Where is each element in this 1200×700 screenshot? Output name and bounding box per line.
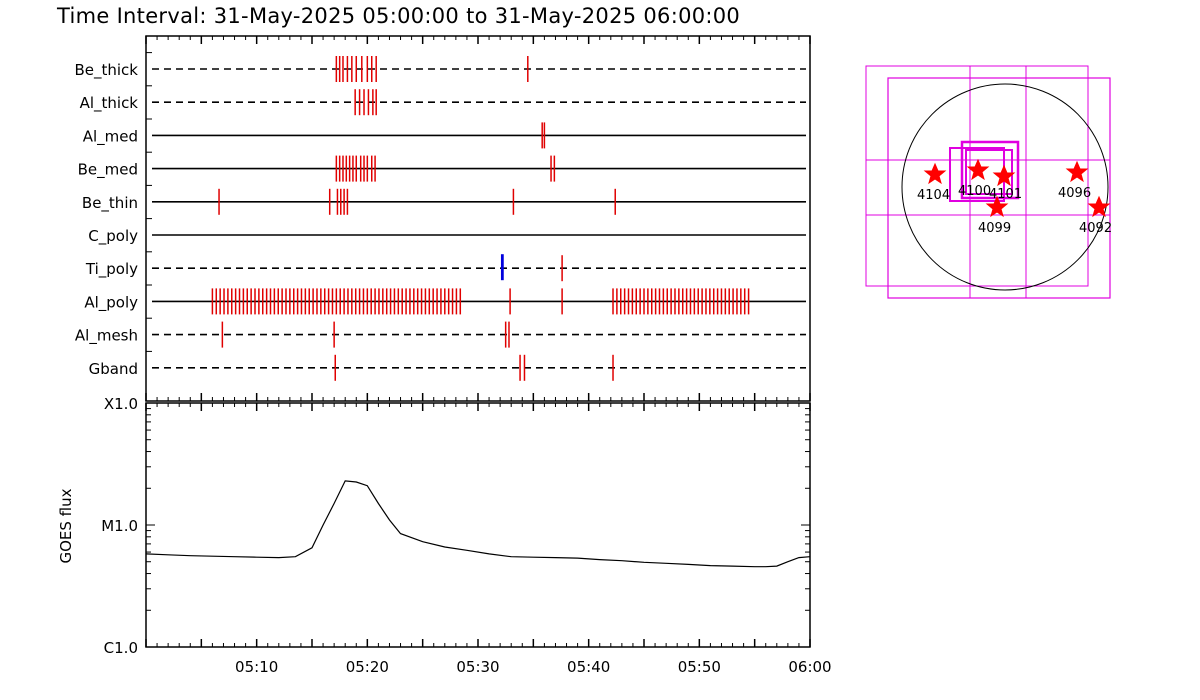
goes-y-tick-label: C1.0 [104, 639, 138, 657]
goes-flux-panel: 05:10 05:20 05:30 05:40 05:50 06:00 C1.0 M1.0 X… [57, 395, 832, 676]
goes-frame [145, 402, 811, 648]
channel-label: Be_thin [82, 194, 138, 213]
channel-row: Be_med [78, 151, 806, 182]
channel-label: Gband [89, 360, 138, 378]
star-icon [1087, 195, 1111, 218]
active-region-marker: 4099 [978, 195, 1011, 236]
star-icon [1065, 160, 1089, 183]
timeline-frame [145, 35, 811, 402]
fov-box-inner [965, 149, 1013, 195]
channel-row: Gband [89, 350, 806, 381]
active-region-label: 4096 [1058, 186, 1091, 201]
active-region-label: 4092 [1079, 221, 1112, 236]
channel-label: C_poly [88, 227, 138, 246]
star-icon [992, 164, 1016, 187]
event-timeline-panel: Be_thick Al_thick Al_med Be_med Be_thin C_pol… [74, 35, 811, 402]
goes-x-tick-label: 05:10 [235, 658, 278, 676]
solar-disk [901, 83, 1109, 291]
active-region-label: 4100 [958, 184, 991, 199]
channel-label: Al_poly [84, 293, 138, 312]
active-region-label: 4104 [917, 188, 950, 203]
active-region-marker: 4100 [958, 158, 991, 199]
channel-row: C_poly [88, 218, 806, 246]
goes-y-ticks: C1.0 M1.0 X1.0 [101, 395, 810, 657]
goes-x-tick-label: 06:00 [788, 658, 831, 676]
active-region-marker: 4096 [1058, 160, 1091, 201]
fov-box-outer-2 [887, 77, 1111, 299]
active-region-marker: 4104 [917, 162, 950, 203]
channel-label: Be_med [78, 161, 138, 180]
active-region-label: 4099 [978, 221, 1011, 236]
chart-title: Time Interval: 31-May-2025 05:00:00 to 3… [56, 4, 740, 28]
channel-label: Ti_poly [85, 260, 138, 279]
channel-row: Al_thick [80, 85, 806, 116]
goes-y-tick-label: M1.0 [101, 517, 138, 535]
goes-y-axis-label: GOES flux [57, 488, 75, 563]
channel-label: Al_thick [80, 94, 139, 113]
fov-box-inner [960, 140, 1020, 200]
star-icon [985, 195, 1009, 218]
aia-map-panel: 4104 4100 4101 4096 4099 4092 [865, 65, 1112, 299]
channel-row: Ti_poly [85, 251, 806, 282]
channel-row: Be_thin [82, 184, 806, 215]
channel-label: Be_thick [74, 61, 138, 80]
goes-y-tick-label: X1.0 [104, 395, 138, 413]
goes-flux-line [145, 480, 811, 568]
star-icon [923, 162, 947, 185]
goes-x-ticks: 05:10 05:20 05:30 05:40 05:50 06:00 [145, 403, 832, 676]
goes-x-tick-label: 05:50 [678, 658, 721, 676]
channel-row: Al_mesh [75, 317, 806, 348]
channel-row: Be_thick [74, 52, 806, 82]
goes-x-tick-label: 05:30 [456, 658, 499, 676]
channel-row: Al_med [83, 118, 806, 149]
channel-row: Al_poly [84, 284, 806, 315]
active-regions: 4104 4100 4101 4096 4099 4092 [917, 158, 1112, 236]
timeline-x-ticks [145, 36, 811, 401]
channel-label: Al_med [83, 127, 138, 146]
star-icon [966, 158, 990, 181]
goes-x-tick-label: 05:40 [567, 658, 610, 676]
active-region-label: 4101 [989, 187, 1022, 202]
goes-x-tick-label: 05:20 [346, 658, 389, 676]
channel-label: Al_mesh [75, 327, 138, 346]
active-region-marker: 4092 [1079, 195, 1112, 236]
channel-rows: Be_thick Al_thick Al_med Be_med Be_thin C_pol… [74, 52, 806, 381]
